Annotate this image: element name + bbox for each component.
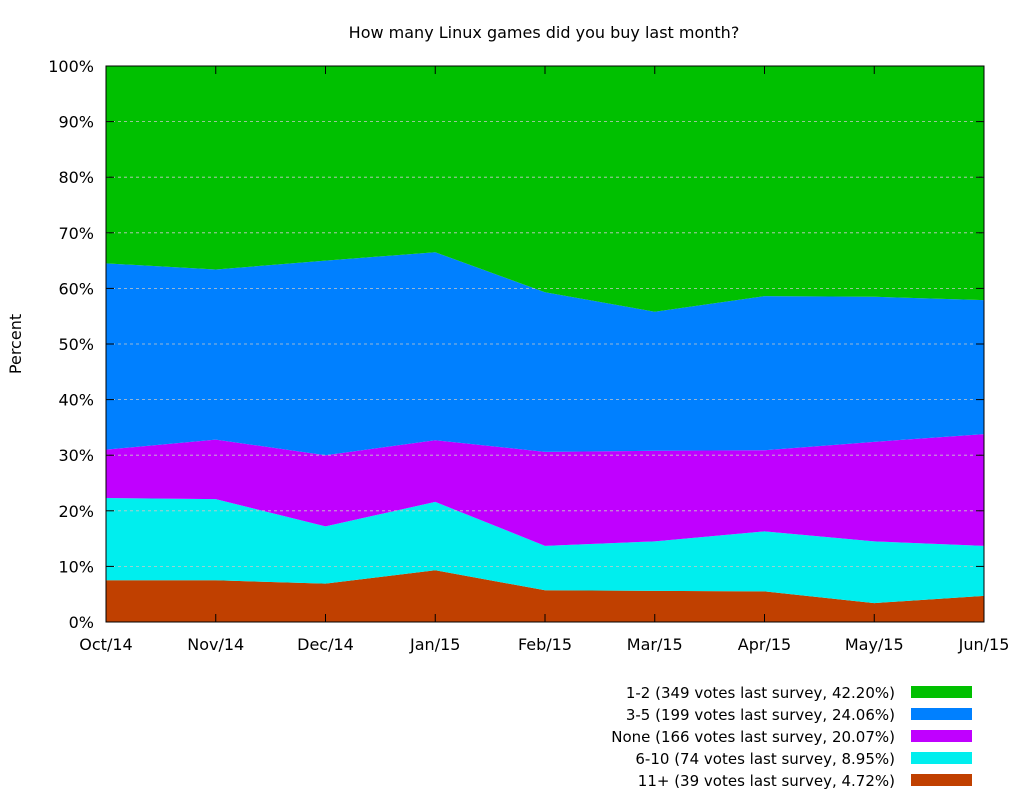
gridlines [106, 121, 984, 567]
y-tick-label: 30% [58, 446, 94, 465]
y-tick-label: 80% [58, 168, 94, 187]
chart-title: How many Linux games did you buy last mo… [349, 23, 740, 42]
y-tick-label: 100% [48, 57, 94, 76]
legend-swatch [911, 752, 972, 764]
area-series-2 [106, 434, 984, 546]
y-tick-label: 20% [58, 502, 94, 521]
x-axis-ticks: Oct/14 Nov/14 Dec/14 Jan/15 Feb/15 Mar/15 Apr/… [79, 66, 1009, 654]
area-series-1 [106, 498, 984, 604]
y-tick-label: 40% [58, 391, 94, 410]
legend-swatch [911, 686, 972, 698]
area-series-4 [106, 66, 984, 312]
legend-label: 1-2 (349 votes last survey, 42.20%) [626, 684, 895, 702]
legend-label: 3-5 (199 votes last survey, 24.06%) [626, 706, 895, 724]
area-series-3 [106, 252, 984, 456]
x-tick-label: Jan/15 [409, 635, 460, 654]
x-tick-label: Apr/15 [738, 635, 791, 654]
legend-label: None (166 votes last survey, 20.07%) [611, 728, 895, 746]
legend-label: 6-10 (74 votes last survey, 8.95%) [635, 750, 895, 768]
y-tick-label: 0% [69, 613, 94, 632]
area-series-0 [106, 570, 984, 622]
y-tick-label: 10% [58, 557, 94, 576]
y-tick-label: 90% [58, 113, 94, 132]
x-tick-label: Jun/15 [958, 635, 1010, 654]
legend-swatch [911, 774, 972, 786]
y-axis-ticks: 0% 10% 20% 30% 40% 50% 60% 70% 80% 90% 100% [48, 57, 984, 632]
x-tick-label: May/15 [845, 635, 904, 654]
legend-swatch [911, 708, 972, 720]
x-tick-label: Nov/14 [187, 635, 244, 654]
y-tick-label: 50% [58, 335, 94, 354]
legend-swatch [911, 730, 972, 742]
y-axis-label: Percent [6, 314, 25, 374]
legend-label: 11+ (39 votes last survey, 4.72%) [638, 772, 895, 790]
legend: 1-2 (349 votes last survey, 42.20%) 3-5 (… [611, 684, 972, 790]
x-tick-label: Oct/14 [79, 635, 132, 654]
x-tick-label: Feb/15 [518, 635, 572, 654]
y-tick-label: 70% [58, 224, 94, 243]
x-tick-label: Mar/15 [627, 635, 683, 654]
x-tick-label: Dec/14 [297, 635, 354, 654]
y-tick-label: 60% [58, 279, 94, 298]
area-series-group [106, 66, 984, 622]
